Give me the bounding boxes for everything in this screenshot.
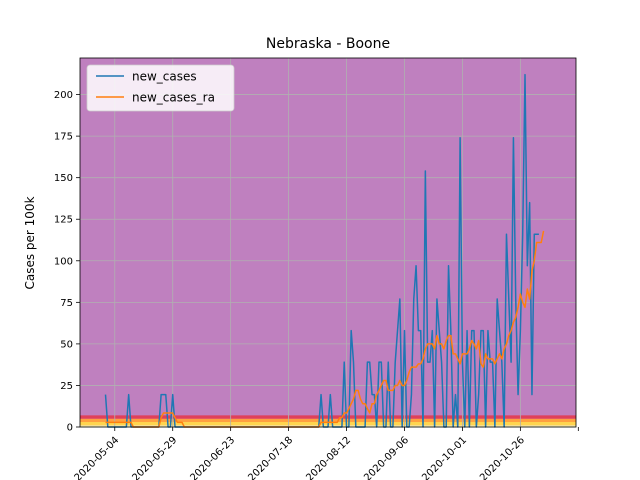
x-tick-label-5: 2020-09-06 (362, 435, 411, 480)
y-tick-label-6: 150 (54, 173, 73, 184)
plot-area (79, 57, 577, 428)
y-axis-label: Cases per 100k (23, 196, 37, 289)
y-axis: 0 25 50 75 100 125 150 175 200 (54, 90, 80, 434)
y-tick-label-1: 25 (60, 381, 73, 392)
x-tick-label-3: 2020-07-18 (246, 435, 295, 480)
x-tick-label-1: 2020-05-29 (130, 435, 179, 480)
y-tick-label-3: 75 (60, 298, 73, 309)
x-tick-label-2: 2020-06-23 (188, 435, 237, 480)
x-axis: 2020-05-04 2020-05-29 2020-06-23 2020-07-18… (73, 427, 579, 480)
legend-label-new_cases: new_cases (132, 70, 197, 84)
x-tick-label-4: 2020-08-12 (304, 435, 353, 480)
y-tick-label-2: 50 (60, 339, 73, 350)
y-tick-label-4: 100 (54, 256, 73, 267)
x-tick-label-0: 2020-05-04 (73, 435, 122, 480)
chart-title: Nebraska - Boone (266, 36, 390, 52)
y-tick-label-8: 200 (54, 90, 73, 101)
x-tick-label-7: 2020-10-26 (478, 435, 527, 480)
legend-label-new_cases_ra: new_cases_ra (132, 91, 215, 105)
y-tick-label-7: 175 (54, 132, 73, 143)
y-tick-label-0: 0 (67, 423, 73, 434)
legend: new_cases new_cases_ra (86, 64, 235, 112)
plot-frame (79, 57, 577, 428)
series-line-new_cases_ra (105, 230, 545, 428)
y-tick-label-5: 125 (54, 215, 73, 226)
x-tick-label-6: 2020-10-01 (420, 435, 469, 480)
